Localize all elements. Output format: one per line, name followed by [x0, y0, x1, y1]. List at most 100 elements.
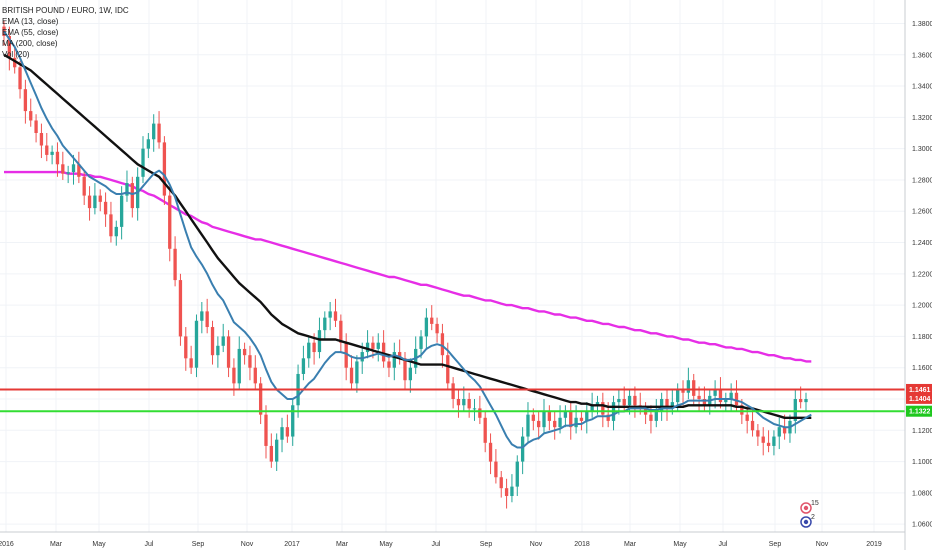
candle-body [681, 389, 685, 393]
candle-body [103, 201, 108, 215]
candle-body [349, 367, 354, 384]
candle-body [440, 333, 445, 356]
ema13-line [3, 30, 812, 449]
candle-body [355, 361, 359, 384]
x-tick-label: 2018 [574, 541, 590, 548]
candle-body [633, 395, 637, 406]
candle-body [13, 57, 17, 68]
candle-body [184, 336, 188, 359]
candle-body [467, 399, 471, 409]
candle-body [713, 389, 717, 396]
candle-body [494, 461, 498, 478]
candle-body [178, 280, 183, 337]
candle-body [670, 402, 674, 409]
candle-body [649, 414, 653, 421]
candle-body [542, 411, 546, 428]
candle-body [312, 342, 316, 353]
x-tick-label: May [92, 541, 106, 548]
candle-body [146, 139, 151, 149]
candle-body [205, 311, 209, 328]
x-tick-label: 2016 [0, 541, 14, 548]
y-tick-label: 1.3200 [912, 115, 932, 122]
price-tag-label: 1.1461 [909, 387, 931, 394]
candle-body [724, 399, 728, 403]
candle-body [55, 151, 60, 165]
event-marker-count: 15 [811, 500, 819, 507]
candle-body [226, 336, 231, 368]
candle-body [7, 35, 12, 58]
candle-body [23, 89, 28, 112]
candle-body [601, 402, 605, 415]
legend: BRITISH POUND / EURO, 1W, IDC EMA (13, c… [2, 6, 129, 59]
candle-body [141, 148, 145, 177]
y-tick-label: 1.1000 [912, 459, 932, 466]
candle-body [430, 317, 434, 324]
y-tick-label: 1.0600 [912, 522, 932, 529]
y-tick-label: 1.3400 [912, 84, 932, 91]
x-tick-label: Nov [816, 541, 829, 548]
candle-body [210, 327, 215, 356]
y-tick-label: 1.2000 [912, 303, 932, 310]
x-tick-label: Nov [530, 541, 543, 548]
candle-body [39, 133, 44, 146]
legend-indicator-ema55[interactable]: EMA (55, close) [2, 28, 59, 37]
candle-body [526, 414, 530, 437]
candle-body [585, 411, 589, 421]
y-tick-label: 1.3800 [912, 21, 932, 28]
x-tick-label: Sep [480, 541, 493, 548]
x-tick-label: Jul [432, 541, 441, 548]
candle-body [392, 352, 396, 368]
candle-body [483, 417, 487, 443]
candle-body [242, 348, 247, 356]
candle-body [189, 358, 193, 368]
candle-body [590, 405, 594, 412]
legend-indicator-ma200[interactable]: MA (200, close) [2, 39, 58, 48]
candle-body [531, 414, 535, 421]
candle-body [515, 461, 519, 487]
candle-body [419, 336, 423, 349]
candle-body [307, 342, 311, 359]
candle-body [2, 26, 6, 36]
legend-indicator-ema13[interactable]: EMA (13, close) [2, 17, 59, 26]
candle-body [793, 399, 797, 421]
candle-body [782, 427, 787, 434]
candle-body [569, 411, 573, 428]
candle-body [606, 414, 610, 421]
candle-body [280, 427, 284, 440]
candle-body [77, 164, 81, 177]
candle-body [317, 330, 322, 353]
candle-body [798, 399, 803, 403]
candle-body [478, 408, 482, 418]
candle-body [301, 358, 306, 374]
candle-body [323, 317, 327, 331]
candle-body [344, 342, 348, 368]
candle-body [61, 164, 65, 174]
candle-body [29, 111, 33, 121]
candle-body [702, 399, 707, 406]
candle-body [258, 383, 263, 415]
candle-body [397, 352, 402, 359]
ema13-layer [3, 30, 812, 449]
candle-body [50, 151, 54, 155]
candle-body [285, 427, 290, 437]
candle-body [510, 486, 514, 497]
candle-body [488, 442, 493, 462]
x-tick-label: Jul [145, 541, 154, 548]
y-tick-label: 1.3000 [912, 146, 932, 153]
candle-body [622, 399, 626, 406]
x-tick-label: Mar [50, 541, 63, 548]
candle-body [686, 380, 691, 393]
candle-body [766, 442, 771, 446]
candle-body [595, 402, 600, 406]
candle-body [537, 420, 541, 428]
x-tick-label: Mar [624, 541, 637, 548]
level-layer [0, 388, 905, 413]
candle-body [697, 395, 701, 399]
candle-body [162, 142, 167, 196]
candle-body [365, 342, 370, 353]
y-tick-label: 1.0800 [912, 490, 932, 497]
legend-indicator-vol[interactable]: Vol (20) [2, 50, 30, 59]
x-tick-label: Mar [336, 541, 349, 548]
